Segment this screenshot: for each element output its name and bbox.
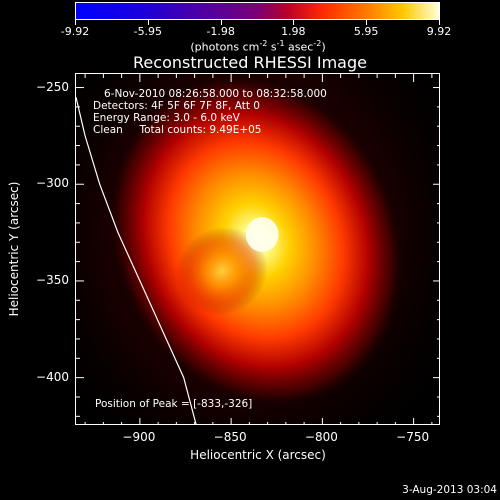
y-axis-label: Heliocentric Y (arcsec) <box>7 181 21 317</box>
colorbar <box>75 2 440 20</box>
colorbar-tick-label: 9.92 <box>426 25 452 38</box>
colorbar-tick-label: 5.95 <box>353 25 379 38</box>
x-tick-label: −800 <box>304 430 338 444</box>
chart-title: Reconstructed RHESSI Image <box>133 53 367 72</box>
plot-area: 6-Nov-2010 08:26:58.000 to 08:32:58.000 … <box>75 73 440 425</box>
detectors-text: Detectors: 4F 5F 6F 7F 8F, Att 0 <box>93 100 260 112</box>
secondary-source-blob <box>176 226 268 316</box>
energy-range-text: Energy Range: 3.0 - 6.0 keV <box>93 112 240 124</box>
x-tick-label: −750 <box>396 430 430 444</box>
colorbar-tick <box>147 20 149 25</box>
x-tick-label: −900 <box>122 430 156 444</box>
peak-position-text: Position of Peak = [-833,-326] <box>95 398 253 410</box>
colorbar-tick-label: -1.98 <box>206 25 235 38</box>
x-tick-label: −850 <box>213 430 247 444</box>
colorbar-tick-label: 1.98 <box>281 25 306 38</box>
colorbar-tick <box>75 20 76 25</box>
y-tick-label: −300 <box>36 176 69 191</box>
clean-counts-text: Clean Total counts: 9.49E+05 <box>93 124 262 136</box>
colorbar-tick-label: -5.95 <box>133 25 163 38</box>
peak-core <box>245 217 279 252</box>
solar-limb-line <box>76 97 197 424</box>
heatmap-svg <box>76 74 439 424</box>
colorbar-tick <box>366 20 368 25</box>
colorbar-tick-label: -9.92 <box>60 25 90 38</box>
y-tick-label: −400 <box>36 369 69 384</box>
colorbar-tick <box>220 20 222 25</box>
x-axis-label: Heliocentric X (arcsec) <box>190 448 326 462</box>
timestamp: 3-Aug-2013 03:04 <box>402 484 497 496</box>
time-range-text: 6-Nov-2010 08:26:58.000 to 08:32:58.000 <box>104 88 327 100</box>
y-tick-label: −250 <box>36 79 69 94</box>
colorbar-tick <box>439 20 440 25</box>
colorbar-unit-label: (photons cm-2 s-1 asec-2) <box>190 39 326 54</box>
colorbar-tick <box>293 20 295 25</box>
y-tick-label: −350 <box>36 272 69 287</box>
